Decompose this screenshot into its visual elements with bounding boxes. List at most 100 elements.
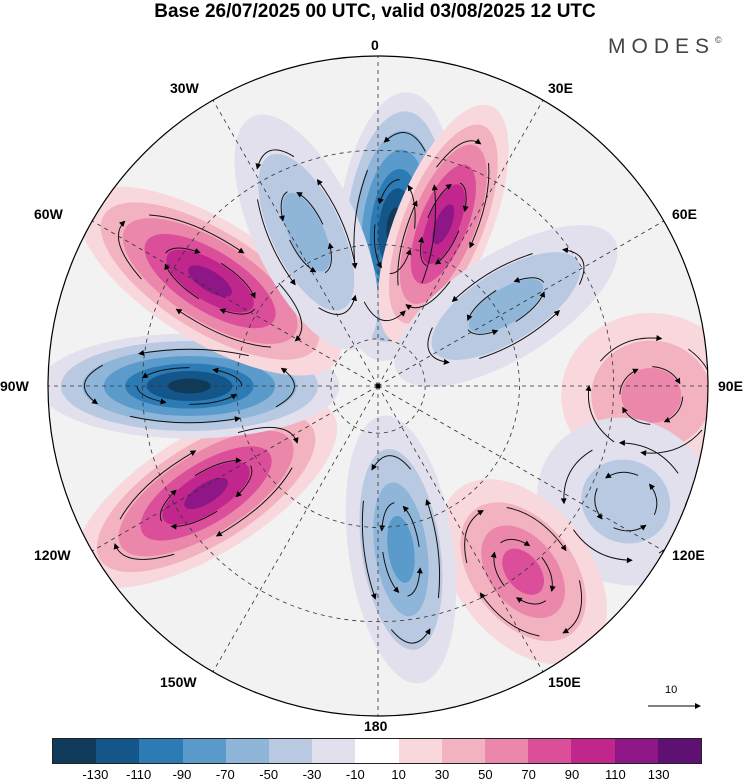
anomaly-purple-150w: [74, 399, 338, 588]
streamline: [278, 191, 288, 222]
latitude-circle: [330, 338, 426, 434]
streamline: [427, 183, 453, 219]
lon-label-30e: 30E: [548, 80, 573, 96]
colorbar-box: [614, 739, 658, 763]
anomaly-contour: [621, 368, 682, 424]
streamline: [613, 524, 647, 532]
streamline: [500, 538, 531, 547]
lon-label-150w: 150W: [160, 674, 197, 690]
streamline: [421, 184, 438, 284]
streamline: [141, 367, 190, 379]
streamline: [117, 220, 142, 280]
colorbar-box: [182, 739, 226, 763]
meridian-line: [212, 385, 379, 672]
streamline: [113, 543, 175, 560]
streamline: [212, 367, 243, 387]
anomaly-blue-60e: [394, 225, 618, 387]
lon-label-120e: 120E: [672, 547, 705, 563]
colorbar-tick-label: 30: [434, 767, 450, 782]
colorbar-box: [96, 739, 140, 763]
streamline: [594, 488, 603, 520]
lon-label-30w: 30W: [170, 80, 199, 96]
anomaly-contour: [184, 477, 228, 510]
brand-mark: ©: [715, 35, 722, 45]
colorbar-box: [269, 739, 313, 763]
streamline: [138, 348, 249, 357]
lon-label-60w: 60W: [34, 206, 63, 222]
streamline: [373, 224, 382, 269]
streamline: [237, 426, 299, 444]
streamline: [383, 132, 426, 152]
colorbar-box: [657, 739, 702, 763]
streamline: [506, 507, 567, 552]
colorbar-box: [225, 739, 270, 763]
streamline: [459, 182, 469, 213]
streamline: [175, 308, 272, 348]
streamline: [466, 290, 497, 321]
streamline: [618, 439, 679, 474]
colorbar-tick-label: 50: [478, 767, 493, 782]
streamline: [275, 367, 295, 408]
graticule: [48, 56, 708, 716]
streamline: [469, 163, 490, 249]
streamline: [382, 551, 400, 593]
anomaly-contour: [188, 265, 232, 297]
streamline: [296, 192, 324, 225]
streamline: [622, 406, 651, 425]
anomaly-contour: [581, 459, 671, 544]
colorbar-tick-label: -50: [259, 767, 279, 782]
streamline: [235, 465, 253, 498]
lon-label-120w: 120W: [34, 547, 71, 563]
anomaly-purple-60w: [78, 186, 342, 376]
streamline: [361, 500, 377, 600]
streamline: [619, 368, 639, 395]
streamline: [165, 247, 201, 254]
colorbar-box: [528, 739, 572, 763]
streamline: [289, 239, 317, 273]
meridian-line: [377, 220, 664, 387]
streamline: [363, 301, 406, 322]
modes-logo: MODES©: [608, 35, 722, 59]
streamline: [130, 415, 241, 424]
lon-label-150e: 150E: [548, 674, 581, 690]
streamline: [405, 281, 451, 311]
streamline: [605, 471, 639, 479]
streamline: [407, 567, 423, 597]
colorbar-box: [571, 739, 615, 763]
streamline: [194, 457, 242, 477]
map-boundary: [47, 55, 709, 717]
streamline: [464, 510, 484, 564]
anomaly-blue-180: [345, 415, 457, 684]
anomaly-contour: [432, 204, 455, 245]
streamline: [324, 242, 334, 274]
colorbar-tick-label: -130: [82, 767, 109, 782]
meridian-line: [377, 100, 544, 387]
streamline: [427, 327, 450, 365]
meridian-line: [92, 220, 379, 387]
streamline: [379, 502, 395, 532]
meridian-line: [377, 385, 664, 552]
colorbar-tick-label: 130: [647, 767, 670, 782]
colorbar-tick-label: 70: [521, 767, 536, 782]
streamline: [425, 499, 441, 599]
anomaly-contour: [387, 515, 415, 583]
streamline: [119, 450, 197, 520]
streamline: [378, 179, 400, 205]
streamline: [490, 551, 505, 587]
streamline: [434, 230, 460, 265]
meridian-line: [377, 385, 544, 672]
colorbar-box: [139, 739, 183, 763]
streamline: [220, 262, 256, 299]
lon-label-0: 0: [371, 37, 379, 53]
streamline: [170, 510, 218, 530]
anomaly-contour: [468, 279, 544, 334]
colorbar-tick-label: -70: [215, 767, 235, 782]
streamline: [390, 628, 431, 644]
streamline: [479, 310, 561, 359]
streamline: [255, 149, 295, 170]
streamline: [316, 178, 356, 266]
colorbar-box: [485, 739, 529, 763]
colorbar-box: [355, 739, 399, 763]
streamline: [351, 169, 369, 269]
map-title: Base 26/07/2025 00 UTC, valid 03/08/2025…: [154, 1, 596, 22]
